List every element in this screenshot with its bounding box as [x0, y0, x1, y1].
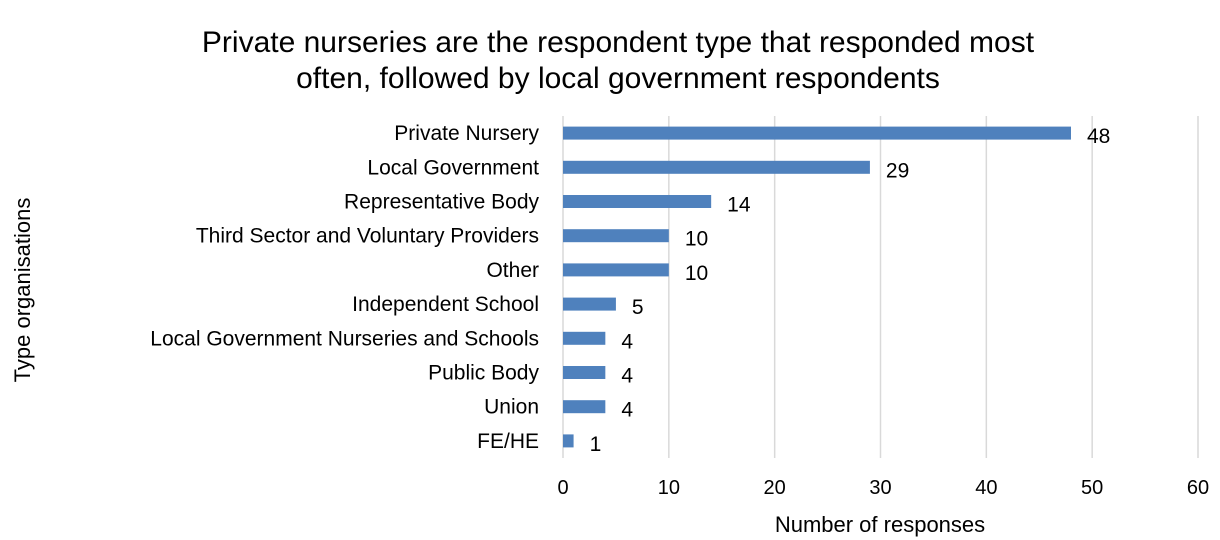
bar [563, 229, 669, 243]
category-label: Public Body [428, 362, 539, 385]
category-label: Local Government Nurseries and Schools [150, 327, 539, 350]
data-label: 29 [886, 159, 909, 182]
bar [563, 366, 606, 379]
x-tick-label: 40 [975, 477, 997, 499]
chart-title-line-1: Private nurseries are the respondent typ… [202, 26, 1035, 59]
x-axis-label: Number of responses [775, 512, 985, 537]
bar [563, 263, 669, 277]
category-label: Third Sector and Voluntary Providers [196, 225, 539, 248]
bar [563, 160, 870, 174]
bar [563, 434, 574, 448]
x-tick-label: 20 [764, 477, 786, 499]
data-label: 5 [632, 296, 644, 319]
y-axis-label: Type organisations [10, 198, 35, 383]
data-label: 1 [590, 433, 602, 456]
x-tick-label: 10 [658, 477, 680, 499]
bars [563, 126, 1071, 448]
x-tick-label: 30 [869, 477, 891, 499]
bar [563, 195, 712, 208]
x-tick-label: 50 [1081, 477, 1103, 499]
data-label: 4 [621, 365, 633, 388]
bar [563, 331, 606, 345]
bar [563, 126, 1071, 140]
data-label: 10 [685, 262, 708, 285]
x-tick-label: 60 [1187, 477, 1209, 499]
category-label: FE/HE [477, 430, 539, 453]
x-tick-label: 0 [557, 477, 568, 499]
category-label: Local Government [367, 156, 539, 179]
data-label: 14 [727, 194, 751, 217]
bar [563, 297, 616, 311]
x-tick-labels: 0 10 20 30 40 50 60 [557, 477, 1209, 499]
data-label: 48 [1087, 125, 1110, 148]
data-label: 4 [621, 399, 633, 422]
category-label: Private Nursery [394, 122, 539, 145]
category-label: Representative Body [344, 191, 539, 214]
bar [563, 400, 606, 414]
category-labels: Private Nursery Local Government Represent… [150, 122, 539, 453]
category-label: Union [484, 396, 539, 419]
data-label: 4 [621, 330, 633, 353]
category-label: Other [486, 259, 539, 282]
category-label: Independent School [352, 293, 539, 316]
data-label: 10 [685, 228, 708, 251]
chart-title-line-2: often, followed by local government resp… [296, 62, 940, 95]
